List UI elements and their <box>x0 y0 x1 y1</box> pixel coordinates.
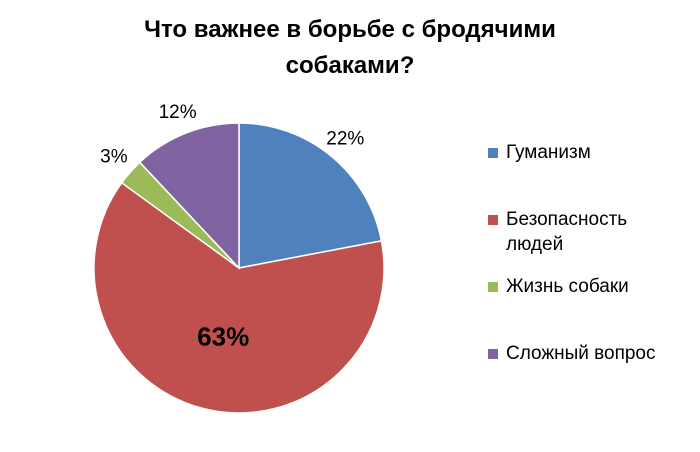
chart-title: Что важнее в борьбе с бродячими собаками… <box>144 16 556 79</box>
legend-label: Безопасность людей <box>506 209 628 255</box>
legend-label: Сложный вопрос <box>506 343 656 364</box>
data-label: 12% <box>159 102 197 123</box>
legend-item: Гуманизм <box>488 140 658 165</box>
legend-swatch <box>488 215 498 225</box>
legend-swatch <box>488 148 498 158</box>
legend-label: Жизнь собаки <box>506 276 629 297</box>
data-label: 22% <box>326 129 364 150</box>
legend-item: Безопасность людей <box>488 207 658 257</box>
legend-swatch <box>488 349 498 359</box>
pie-slice <box>93 181 385 414</box>
legend-swatch <box>488 282 498 292</box>
data-label: 3% <box>100 147 128 168</box>
legend-item: Сложный вопрос <box>488 341 658 366</box>
legend-label: Гуманизм <box>506 142 591 163</box>
legend-item: Жизнь собаки <box>488 274 658 299</box>
pie-slice <box>138 122 240 270</box>
data-label: 63% <box>197 322 249 352</box>
pie-slice <box>238 122 383 269</box>
